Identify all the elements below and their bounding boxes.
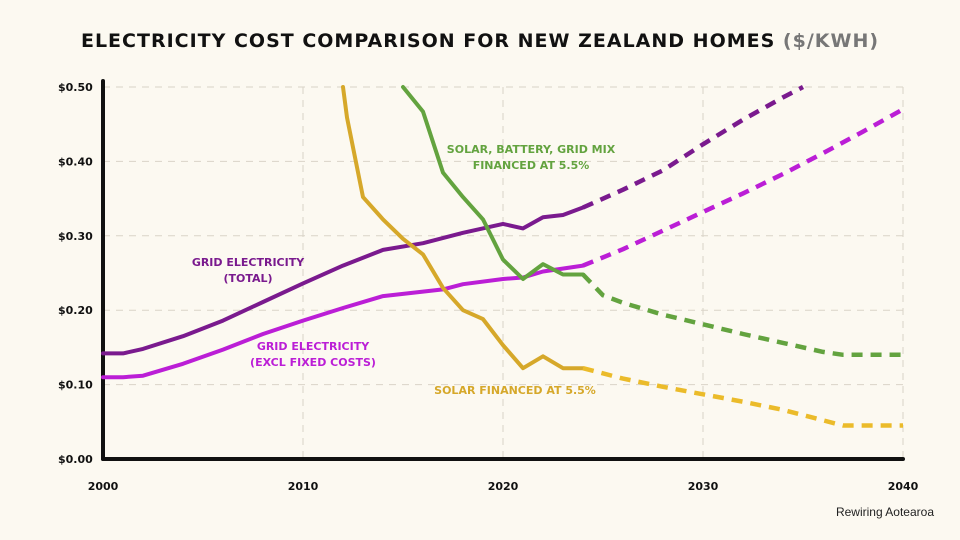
y-tick-label: $0.20 [58,304,93,317]
series-line-solar_battery_grid [401,85,585,281]
series-projection-grid_excl_fixed [582,107,905,268]
chart-title-unit: ($/KWH) [782,30,880,52]
x-tick-label: 2030 [688,480,719,493]
series-projection-solar_only [582,366,903,428]
y-tick-label: $0.40 [58,155,93,168]
series-label-solar_battery_grid: SOLAR, BATTERY, GRID MIX [447,143,616,156]
series-label-grid_excl_fixed: GRID ELECTRICITY [257,340,370,353]
x-tick-label: 2040 [888,480,919,493]
chart-title-text: ELECTRICITY COST COMPARISON FOR NEW ZEAL… [80,30,776,52]
series-line-solar_only [341,85,585,371]
series-label-grid_total: GRID ELECTRICITY [192,256,305,269]
y-tick-label: $0.50 [58,81,93,94]
chart-title: ELECTRICITY COST COMPARISON FOR NEW ZEAL… [0,30,960,52]
series-projection-grid_total [582,85,805,210]
source-credit: Rewiring Aotearoa [835,505,934,519]
y-tick-label: $0.00 [58,453,93,466]
series-projection-solar_battery_grid [581,272,903,358]
y-tick-label: $0.30 [58,230,93,243]
x-tick-label: 2010 [288,480,319,493]
series-label-grid_excl_fixed: (EXCL FIXED COSTS) [250,356,376,369]
series-label-solar_battery_grid: FINANCED AT 5.5% [473,159,590,172]
series-label-grid_total: (TOTAL) [223,272,272,285]
x-tick-label: 2020 [488,480,519,493]
x-tick-label: 2000 [88,480,119,493]
series-label-solar_only: SOLAR FINANCED AT 5.5% [434,384,596,397]
series-line-grid_excl_fixed [101,263,585,380]
y-tick-label: $0.10 [58,379,93,392]
series-line-grid_total [101,205,585,356]
